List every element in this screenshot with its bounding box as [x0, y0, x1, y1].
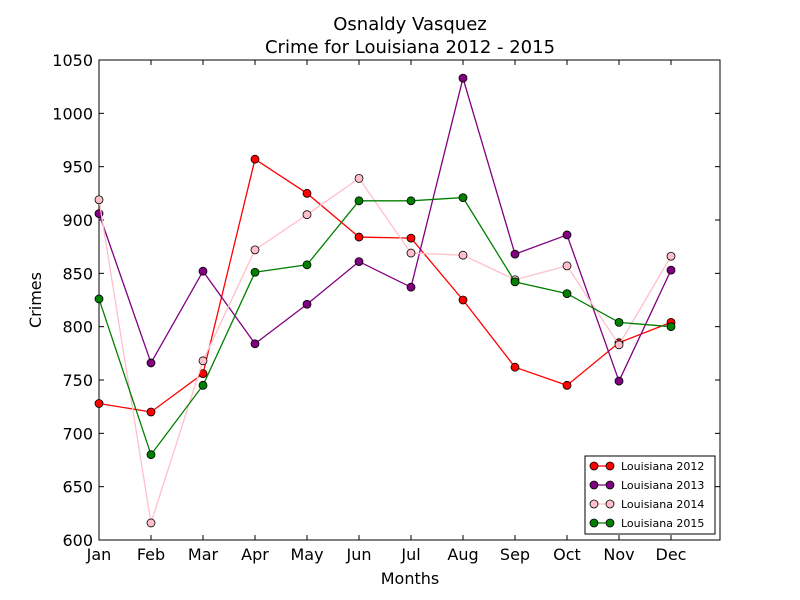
data-point: [562, 289, 572, 299]
legend-marker: [589, 499, 599, 509]
data-point: [458, 73, 468, 83]
data-point: [302, 210, 312, 220]
data-point: [250, 339, 260, 349]
x-tick-label: Jun: [346, 545, 372, 564]
data-point: [250, 267, 260, 277]
legend-marker: [589, 461, 599, 471]
data-point: [94, 294, 104, 304]
data-point: [250, 154, 260, 164]
data-point: [666, 251, 676, 261]
legend-marker: [605, 518, 615, 528]
data-point: [666, 265, 676, 275]
data-point: [406, 248, 416, 258]
data-point: [354, 173, 364, 183]
legend-label: Louisiana 2013: [621, 479, 704, 492]
data-point: [458, 250, 468, 260]
series-layer: [94, 73, 676, 528]
data-point: [198, 356, 208, 366]
data-point: [302, 188, 312, 198]
y-tick-label: 950: [62, 158, 93, 177]
data-point: [146, 518, 156, 528]
data-point: [510, 362, 520, 372]
x-tick-label: Dec: [656, 545, 687, 564]
legend-label: Louisiana 2014: [621, 498, 704, 511]
data-point: [666, 322, 676, 332]
y-tick-label: 650: [62, 478, 93, 497]
x-tick-label: Jul: [400, 545, 420, 564]
data-point: [614, 376, 624, 386]
x-tick-label: Oct: [553, 545, 581, 564]
series-line: [98, 75, 672, 383]
data-point: [354, 196, 364, 206]
legend-label: Louisiana 2015: [621, 517, 704, 530]
data-point: [354, 232, 364, 242]
x-axis-label: Months: [381, 569, 439, 588]
legend-marker: [605, 499, 615, 509]
y-tick-label: 1000: [52, 104, 93, 123]
data-point: [302, 260, 312, 270]
x-tick-labels: Jan Feb Mar Apr May Jun Jul Aug Sep Oct Nov Dec: [86, 545, 687, 564]
data-point: [354, 257, 364, 267]
x-tick-label: Feb: [137, 545, 165, 564]
x-tick-label: Aug: [447, 545, 478, 564]
data-point: [250, 245, 260, 255]
y-tick-label: 700: [62, 424, 93, 443]
data-point: [406, 282, 416, 292]
data-point: [146, 358, 156, 368]
legend-marker: [589, 518, 599, 528]
data-point: [562, 230, 572, 240]
data-point: [562, 261, 572, 271]
data-point: [302, 299, 312, 309]
series-group: [94, 193, 676, 460]
data-point: [406, 196, 416, 206]
data-point: [458, 295, 468, 305]
x-tick-label: Apr: [241, 545, 269, 564]
series-line: [98, 177, 672, 524]
data-point: [94, 195, 104, 205]
data-point: [198, 266, 208, 276]
data-point: [146, 450, 156, 460]
legend-marker: [605, 480, 615, 490]
y-tick-label: 600: [62, 531, 93, 550]
data-point: [94, 399, 104, 408]
legend: Louisiana 2012 Louisiana 2013 Louisiana 20…: [584, 455, 716, 535]
legend-marker: [605, 461, 615, 471]
axis-ticks: [98, 59, 720, 541]
x-tick-label: Jan: [86, 545, 112, 564]
y-tick-label: 850: [62, 264, 93, 283]
data-point: [146, 407, 156, 417]
data-point: [406, 233, 416, 243]
x-tick-label: Sep: [500, 545, 530, 564]
x-tick-label: May: [290, 545, 323, 564]
x-tick-label: Nov: [603, 545, 634, 564]
legend-label: Louisiana 2012: [621, 460, 704, 473]
y-tick-label: 750: [62, 371, 93, 390]
data-point: [510, 249, 520, 259]
chart-title-line2: Crime for Louisiana 2012 - 2015: [265, 37, 555, 58]
y-tick-labels: 600 650 700 750 800 850 900 950 1000 1050: [52, 51, 93, 550]
data-point: [510, 277, 520, 287]
series-line: [98, 158, 672, 413]
chart-title-line1: Osnaldy Vasquez: [333, 14, 486, 35]
series-group: [94, 73, 676, 386]
y-tick-label: 800: [62, 318, 93, 337]
series-line: [98, 196, 672, 457]
y-axis-label: Crimes: [26, 272, 45, 328]
y-tick-label: 1050: [52, 51, 93, 70]
plot-area: [94, 59, 721, 541]
data-point: [614, 317, 624, 327]
y-tick-label: 900: [62, 211, 93, 230]
x-tick-label: Mar: [188, 545, 219, 564]
data-point: [198, 380, 208, 390]
data-point: [614, 340, 624, 350]
data-point: [458, 193, 468, 203]
data-point: [562, 380, 572, 390]
legend-marker: [589, 480, 599, 490]
